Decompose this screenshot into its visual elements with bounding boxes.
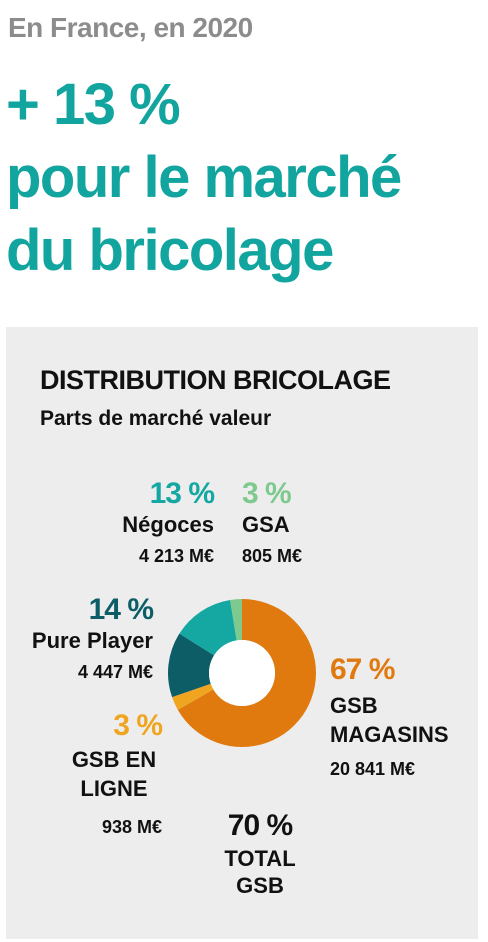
headline: + 13 % pour le marché du bricolage bbox=[6, 68, 482, 287]
pure-player-amount: 4 447 M€ bbox=[77, 662, 153, 682]
negoces-amount: 4 213 M€ bbox=[138, 546, 214, 566]
gsb-en-ligne-amount: 938 M€ bbox=[101, 817, 162, 837]
kicker-text: En France, en 2020 bbox=[8, 12, 253, 43]
donut-slice-pure-player bbox=[168, 633, 215, 698]
donut-hole bbox=[209, 640, 275, 706]
label-gsa: 3 % GSA 805 M€ bbox=[242, 477, 302, 567]
gsa-percent: 3 % bbox=[242, 477, 292, 510]
chart-title: DISTRIBUTION BRICOLAGE bbox=[40, 365, 391, 395]
pure-player-percent: 14 % bbox=[88, 593, 154, 626]
headline-line-3: du bricolage bbox=[6, 218, 334, 283]
label-gsb-magasins: 67 % GSB MAGASINS 20 841 M€ bbox=[330, 653, 450, 780]
chart-subtitle: Parts de marché valeur bbox=[40, 407, 272, 430]
pure-player-name: Pure Player bbox=[31, 628, 153, 653]
label-negoces: 13 % Négoces 4 213 M€ bbox=[122, 477, 215, 567]
donut-slice-gsb-en-ligne bbox=[172, 683, 214, 710]
donut-slice-gsa bbox=[230, 599, 242, 641]
gsb-magasins-name: GSB MAGASINS bbox=[330, 693, 449, 747]
gsb-magasins-amount: 20 841 M€ bbox=[330, 759, 416, 779]
gsb-en-ligne-name: GSB EN LIGNE bbox=[71, 747, 157, 801]
donut-slice-gsb-magasins bbox=[177, 599, 316, 747]
total-label-1: TOTAL bbox=[224, 846, 296, 871]
chart-panel: DISTRIBUTION BRICOLAGE Parts de marché v… bbox=[6, 327, 478, 939]
headline-line-1: + 13 % bbox=[6, 72, 181, 137]
label-pure-player: 14 % Pure Player 4 447 M€ bbox=[31, 593, 154, 683]
label-gsb-en-ligne: 3 % GSB EN LIGNE 938 M€ bbox=[66, 709, 163, 838]
gsa-name: GSA bbox=[242, 512, 290, 537]
gsb-en-ligne-percent: 3 % bbox=[113, 709, 163, 742]
negoces-name: Négoces bbox=[122, 512, 214, 537]
total-label-2: GSB bbox=[236, 873, 284, 898]
gsb-magasins-percent: 67 % bbox=[330, 653, 395, 686]
gsa-amount: 805 M€ bbox=[242, 546, 303, 566]
headline-line-2: pour le marché bbox=[6, 145, 402, 210]
label-total: 70 % TOTAL GSB bbox=[212, 809, 308, 899]
donut-slice-négoces bbox=[179, 599, 237, 656]
total-percent: 70 % bbox=[227, 809, 293, 842]
donut-chart bbox=[168, 599, 316, 747]
negoces-percent: 13 % bbox=[149, 477, 215, 510]
